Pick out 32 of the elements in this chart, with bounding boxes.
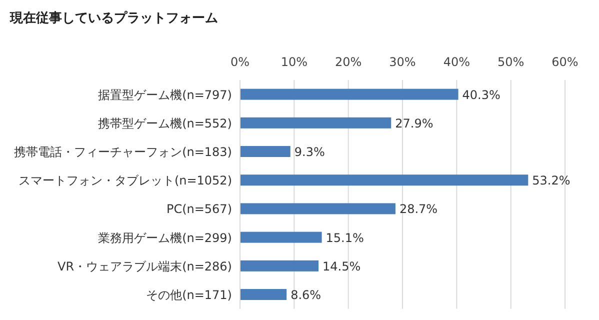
x-tick-label: 0% [230,55,250,69]
data-label: 27.9% [395,116,434,130]
y-tick-label: 業務用ゲーム機(n=299) [98,230,232,245]
y-tick-label: 据置型ゲーム機(n=797) [98,88,232,102]
bar [240,260,319,272]
y-tick-label: 携帯型ゲーム機(n=552) [98,116,232,130]
bar [240,232,322,243]
y-tick-label: スマートフォン・タブレット(n=1052) [18,174,232,188]
x-tick-label: 10% [280,55,308,69]
text: 現在従事しているプラットフォーム [9,10,218,26]
bar [240,174,528,186]
y-tick-label: 携帯電話・フィーチャーフォン(n=183) [14,145,232,159]
bar [240,203,396,214]
x-tick-label: 50% [497,55,524,69]
bar [240,117,392,128]
y-tick-label: PC(n=567) [166,202,232,216]
x-tick-label: 40% [443,55,470,69]
x-tick-label: 60% [552,55,578,69]
data-label: 14.5% [322,259,361,274]
y-tick-label: その他(n=171) [146,288,232,302]
data-label: 8.6% [290,288,322,302]
data-label: 9.3% [294,145,325,159]
bar [240,88,458,100]
bar [240,146,290,157]
data-label: 28.7% [399,202,438,216]
data-label: 15.1% [326,230,364,245]
data-label: 53.2% [532,174,570,188]
bar [240,289,287,300]
x-tick-label: 30% [389,55,416,69]
data-label: 40.3% [462,88,500,102]
y-tick-label: VR・ウェアラブル端末(n=286) [58,259,232,274]
x-tick-label: 20% [334,55,362,69]
